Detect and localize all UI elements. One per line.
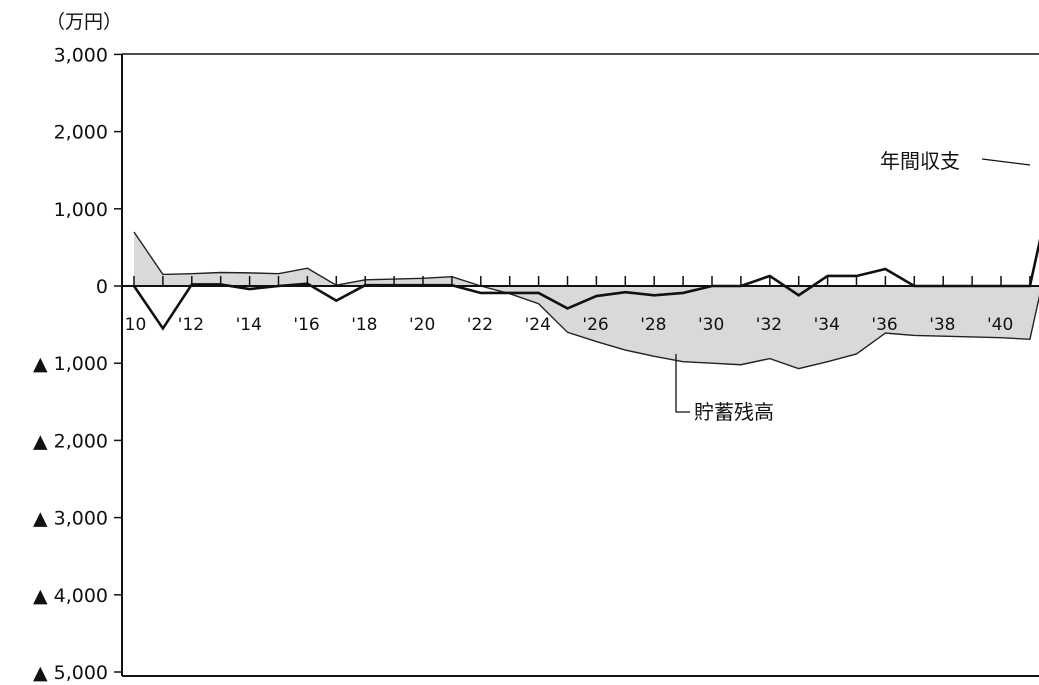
callout-leader-annual-balance — [981, 158, 1031, 166]
y-axis-unit-label: （万円） — [46, 11, 122, 33]
x-tick-label: '36 — [871, 315, 897, 335]
callout-label-savings: 貯蓄残高 — [694, 400, 774, 424]
y-tick-label: 0 — [96, 276, 108, 298]
y-tick-label: ▲ 1,000 — [33, 353, 108, 375]
x-tick-label: '10 — [120, 315, 146, 335]
y-tick-label: 1,000 — [54, 199, 108, 221]
callout-leader-savings — [675, 354, 690, 413]
y-axis-ticks: 3,000 2,000 1,000 0 ▲ 1,000 ▲ 2,000 ▲ 3,000 ▲ 4… — [33, 44, 122, 684]
area-fill-savings — [134, 231, 1039, 369]
x-tick-label: '18 — [351, 315, 377, 335]
x-tick-label: '16 — [293, 315, 319, 335]
line-layer — [132, 238, 1039, 331]
y-tick-label: ▲ 5,000 — [33, 662, 108, 684]
x-tick-label: '26 — [582, 315, 608, 335]
x-tick-label: '20 — [409, 315, 435, 335]
x-tick-label: '32 — [756, 315, 782, 335]
x-tick-label: '22 — [467, 315, 493, 335]
area-outline-savings — [133, 231, 1039, 370]
series-line-annual-balance — [132, 238, 1039, 331]
x-tick-label: '24 — [525, 315, 551, 335]
y-tick-label: 2,000 — [54, 122, 108, 144]
x-axis-ticks: '10 '12 '14 '16 '18 '20 '22 '24 '26 '28 '30 '32 '34 '… — [120, 315, 1013, 335]
callout-label-annual-balance: 年間収支 — [880, 149, 960, 173]
y-tick-label: 3,000 — [54, 44, 108, 66]
area-layer — [133, 231, 1039, 370]
y-tick-label: ▲ 4,000 — [33, 585, 108, 607]
axes — [121, 53, 1039, 677]
x-tick-label: '28 — [640, 315, 666, 335]
x-tick-label: '14 — [236, 315, 262, 335]
x-tick-label: '40 — [987, 315, 1013, 335]
x-tick-label: '12 — [178, 315, 204, 335]
y-tick-label: ▲ 3,000 — [33, 508, 108, 530]
x-tick-label: '38 — [929, 315, 955, 335]
x-tick-label: '34 — [814, 315, 840, 335]
x-tick-label: '30 — [698, 315, 724, 335]
y-tick-label: ▲ 2,000 — [33, 430, 108, 452]
